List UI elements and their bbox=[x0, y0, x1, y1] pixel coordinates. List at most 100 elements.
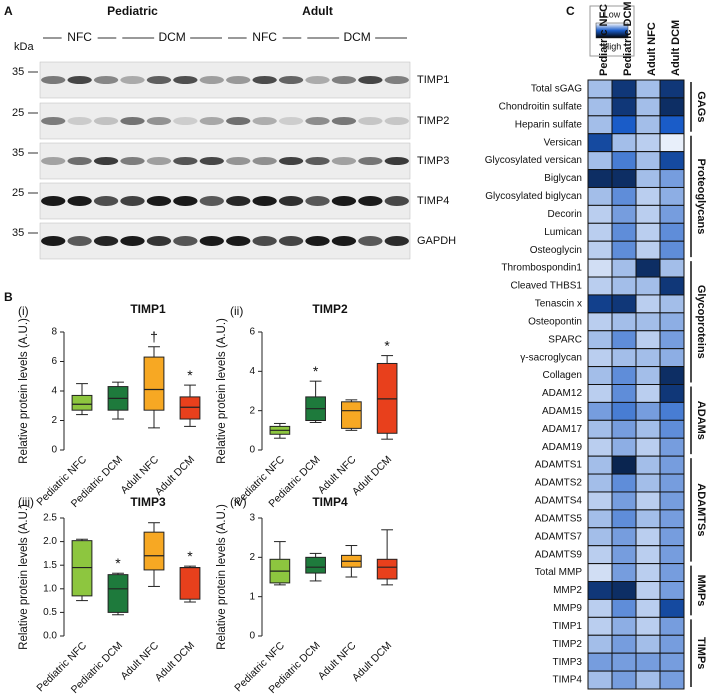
heatmap-cell bbox=[635, 401, 661, 421]
row-label: ADAMTS5 bbox=[535, 513, 583, 524]
heatmap-cell bbox=[611, 419, 637, 439]
y-axis-label: Relative protein levels (A.U.) bbox=[18, 504, 30, 650]
heatmap-cell bbox=[659, 419, 685, 439]
blot-band bbox=[384, 117, 409, 125]
x-tick-label: Adult DCM bbox=[153, 454, 197, 498]
heatmap-cell bbox=[659, 437, 685, 457]
blot-band bbox=[93, 236, 119, 246]
heatmap-cell bbox=[611, 473, 637, 493]
heatmap-cell bbox=[611, 437, 637, 457]
heatmap-cell bbox=[635, 258, 661, 278]
heatmap-cell bbox=[587, 509, 613, 529]
heatmap-cell bbox=[635, 79, 661, 99]
blot-band bbox=[384, 236, 409, 246]
heatmap-cell bbox=[659, 455, 685, 475]
row-label: ADAM12 bbox=[542, 388, 582, 399]
group-label: Proteoglycans bbox=[695, 159, 707, 235]
group-label: Adult bbox=[302, 4, 333, 18]
blot-row-label: TIMP1 bbox=[417, 74, 449, 86]
heatmap-cell bbox=[635, 670, 661, 690]
heatmap-cell bbox=[635, 240, 661, 260]
heatmap-cell bbox=[587, 169, 613, 188]
row-label: MMP9 bbox=[553, 603, 582, 614]
heatmap-cell bbox=[635, 455, 661, 475]
blot-band bbox=[226, 157, 251, 165]
blot-band bbox=[67, 236, 92, 246]
box bbox=[143, 531, 165, 571]
blot-row-label: TIMP2 bbox=[417, 115, 449, 127]
heatmap-cell bbox=[587, 79, 613, 99]
box bbox=[71, 394, 93, 411]
heatmap-cell bbox=[635, 312, 661, 332]
heatmap-cell bbox=[635, 115, 661, 135]
blot-band bbox=[384, 157, 409, 165]
heatmap-cell bbox=[635, 294, 661, 314]
blot-band bbox=[41, 196, 66, 206]
subgroup-label: NFC bbox=[252, 30, 277, 44]
row-label: Chondroitin sulfate bbox=[499, 102, 583, 113]
heatmap-cell bbox=[587, 634, 613, 654]
group-label: Pediatric bbox=[107, 4, 158, 18]
row-label: SPARC bbox=[548, 334, 582, 345]
blot-band bbox=[331, 196, 357, 206]
blot-band bbox=[252, 157, 277, 165]
row-label: ADAM19 bbox=[542, 442, 582, 453]
y-tick-label: 2 bbox=[249, 552, 255, 563]
blot-band bbox=[278, 196, 304, 206]
blot-band bbox=[173, 76, 198, 84]
blot-band bbox=[67, 117, 92, 125]
heatmap-cell bbox=[611, 115, 637, 135]
heatmap-cell bbox=[587, 455, 613, 475]
chart-title: TIMP1 bbox=[130, 302, 166, 316]
blot-band bbox=[146, 236, 172, 246]
y-axis-label: Relative protein levels (A.U.) bbox=[216, 318, 228, 464]
marker-label: 35 bbox=[12, 147, 24, 159]
colorbar-high: High bbox=[603, 41, 622, 51]
colorbar-low: Low bbox=[604, 9, 621, 19]
heatmap-cell bbox=[611, 276, 637, 296]
heatmap-cell bbox=[611, 133, 637, 153]
group-label: TIMPs bbox=[695, 637, 707, 669]
heatmap-cell bbox=[659, 598, 685, 618]
heatmap-cell bbox=[659, 97, 685, 117]
box bbox=[341, 401, 362, 429]
heatmap-cell bbox=[659, 258, 685, 278]
significance-mark: † bbox=[150, 328, 158, 344]
heatmap-cell bbox=[611, 312, 637, 332]
blot-band bbox=[278, 236, 304, 246]
heatmap-cell bbox=[659, 204, 685, 224]
y-tick-label: 0.0 bbox=[43, 631, 57, 642]
heatmap-cell bbox=[659, 330, 685, 350]
column-label: Pediatric DCM bbox=[622, 1, 634, 76]
heatmap-cell bbox=[635, 527, 661, 547]
heatmap-cell bbox=[587, 581, 613, 600]
heatmap-cell bbox=[635, 151, 661, 171]
heatmap-cell bbox=[611, 563, 637, 583]
blot-band bbox=[305, 76, 330, 84]
heatmap-cell bbox=[659, 491, 685, 511]
row-label: ADAMTS4 bbox=[535, 496, 583, 507]
y-tick-label: 6 bbox=[249, 327, 255, 338]
panel-number: (i) bbox=[18, 304, 29, 318]
blot-band bbox=[146, 157, 172, 165]
heatmap-cell bbox=[659, 545, 685, 565]
heatmap-cell bbox=[635, 330, 661, 350]
heatmap-cell bbox=[611, 455, 637, 475]
row-label: Collagen bbox=[543, 370, 582, 381]
heatmap-cell bbox=[659, 222, 685, 242]
box bbox=[71, 540, 93, 597]
blot-band bbox=[226, 76, 251, 84]
panel-number: (iii) bbox=[18, 495, 34, 509]
heatmap-cell bbox=[587, 133, 613, 153]
heatmap-cell bbox=[659, 348, 685, 368]
heatmap-cell bbox=[611, 186, 637, 206]
column-label: Adult NFC bbox=[646, 22, 658, 76]
blot-row-label: GAPDH bbox=[417, 235, 456, 247]
heatmap-cell bbox=[611, 294, 637, 314]
heatmap-cell bbox=[611, 169, 637, 188]
heatmap-cell bbox=[587, 401, 613, 421]
blot-band bbox=[384, 76, 409, 84]
chart-title: TIMP4 bbox=[312, 495, 348, 509]
heatmap-cell bbox=[611, 240, 637, 260]
